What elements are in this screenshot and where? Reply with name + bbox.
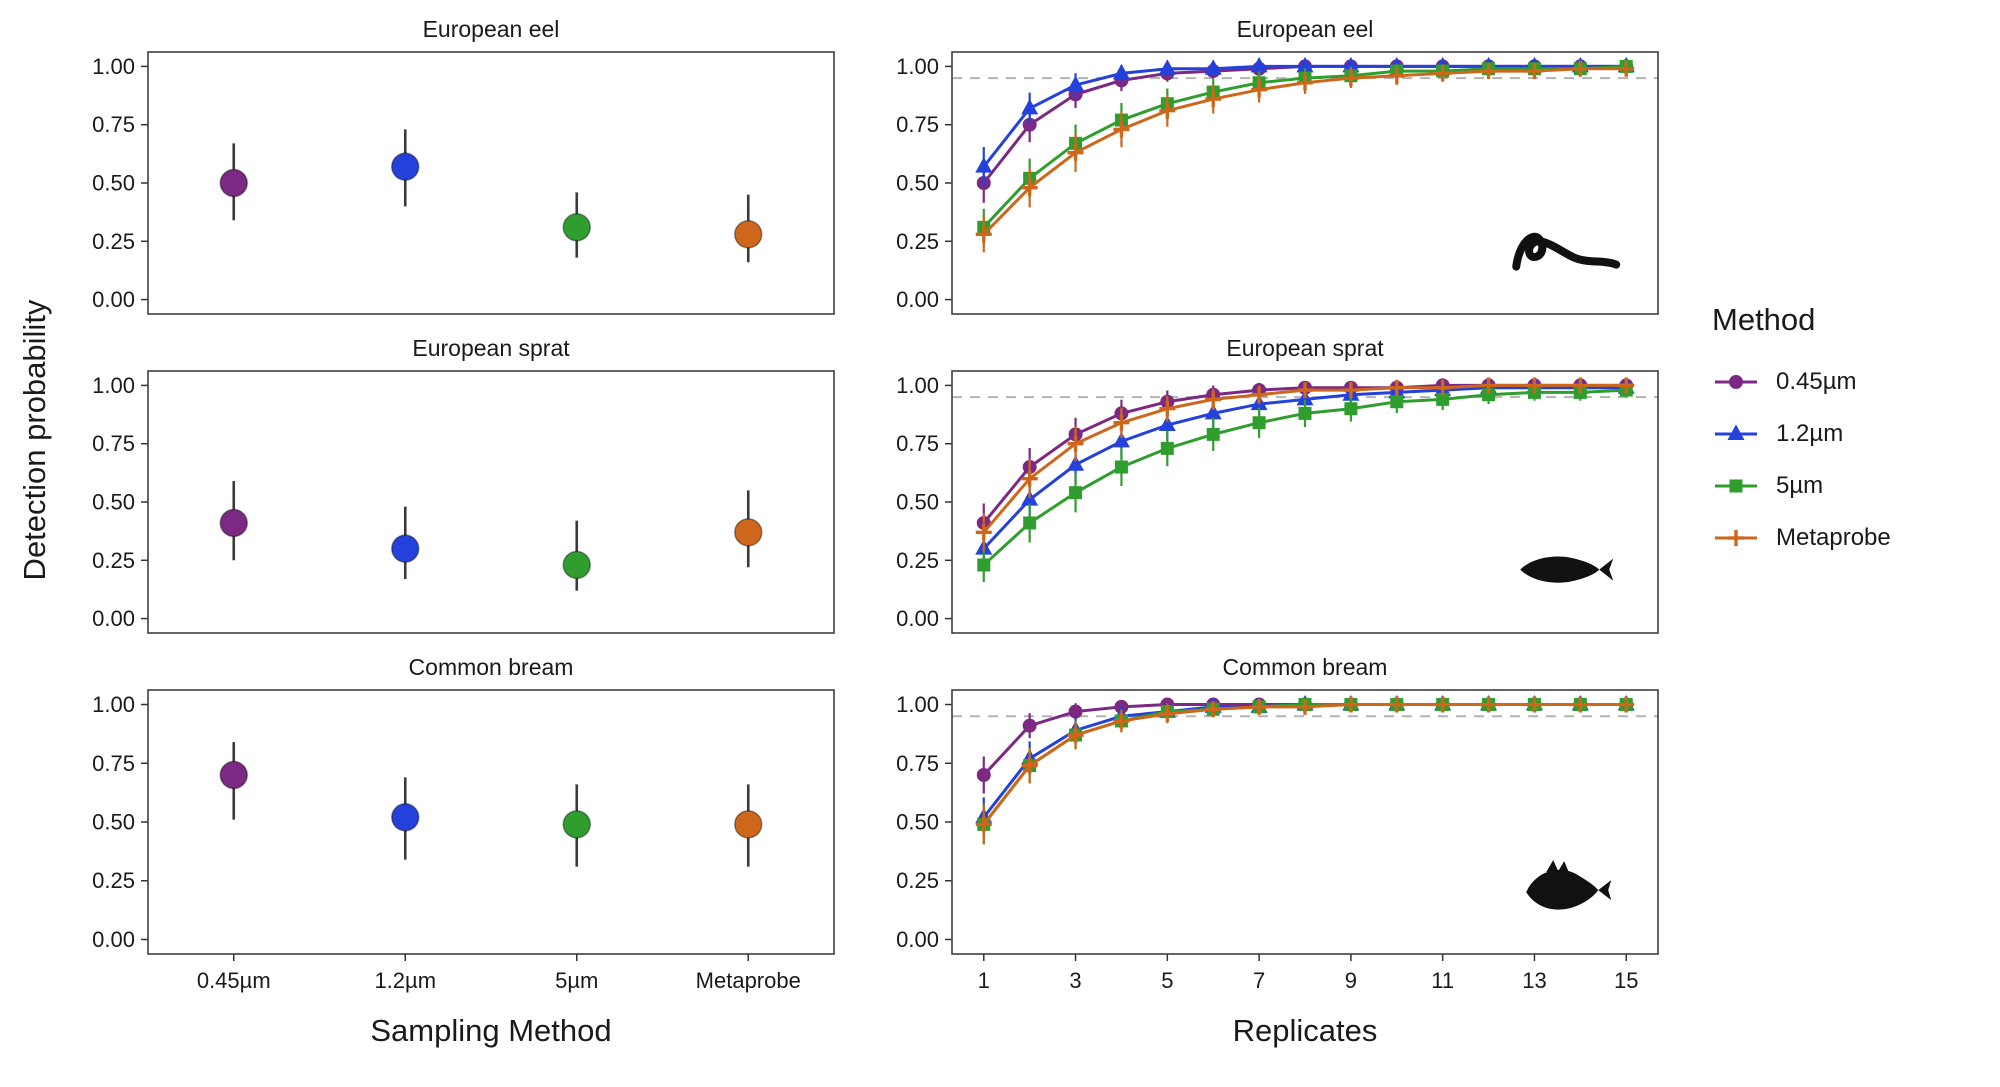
figure: Detection probability European eel 0.00 0.… [12,10,2000,1049]
svg-text:Common bream: Common bream [409,654,574,680]
eel-curves: European eel 0.00 0.25 0.50 0.75 1.00 [896,16,1659,315]
legend-item-metaprobe: Metaprobe [1712,524,2000,552]
svg-text:13: 13 [1522,968,1546,993]
svg-text:7: 7 [1253,968,1265,993]
svg-text:0.45µm: 0.45µm [197,968,271,993]
svg-text:European eel: European eel [1237,16,1374,42]
chart-eel-dotplot: European eel 0.00 0.25 0.50 0.75 1.00 [58,10,848,329]
svg-text:1.00: 1.00 [92,373,135,398]
legend-item-label: 1.2µm [1776,420,1844,447]
svg-text:Common bream: Common bream [1223,654,1388,680]
svg-text:9: 9 [1345,968,1357,993]
svg-text:0.50: 0.50 [896,171,939,196]
eel-dotplot: European eel 0.00 0.25 0.50 0.75 1.00 [92,16,835,315]
svg-text:5µm: 5µm [555,968,598,993]
svg-text:1.00: 1.00 [896,54,939,79]
svg-text:0.25: 0.25 [92,868,135,893]
legend-title: Method [1712,302,1816,337]
legend-item-5um: 5µm [1712,472,2000,500]
legend-item-label: Metaprobe [1776,524,1891,551]
svg-text:0.25: 0.25 [896,548,939,573]
legend-key-triangle-icon [1715,424,1757,440]
svg-text:European sprat: European sprat [1226,335,1384,361]
svg-text:0.50: 0.50 [92,490,135,515]
svg-text:0.00: 0.00 [92,287,135,312]
svg-text:European sprat: European sprat [412,335,570,361]
sprat-dotplot: European sprat 0.00 0.25 0.50 0.75 1.00 [92,335,835,634]
svg-text:0.00: 0.00 [896,606,939,631]
svg-text:15: 15 [1614,968,1638,993]
legend-item-12um: 1.2µm [1712,420,2000,448]
svg-text:1: 1 [978,968,990,993]
svg-text:3: 3 [1069,968,1081,993]
svg-text:5: 5 [1161,968,1173,993]
svg-text:0.75: 0.75 [896,431,939,456]
chart-eel-curves: European eel 0.00 0.25 0.50 0.75 1.00 [862,10,1672,329]
y-axis-title-strip: Detection probability [12,10,58,1049]
svg-text:0.50: 0.50 [92,810,135,835]
svg-text:1.00: 1.00 [92,54,135,79]
svg-text:0.00: 0.00 [92,606,135,631]
svg-text:0.75: 0.75 [92,112,135,137]
svg-text:0.00: 0.00 [92,927,135,952]
accumulation-plots-column: European eel 0.00 0.25 0.50 0.75 1.00 Europea… [862,10,1672,1049]
dot-plots-column: European eel 0.00 0.25 0.50 0.75 1.00 Europea… [58,10,848,1049]
bream-silhouette-icon [1526,860,1612,910]
legend-item-045um: 0.45µm [1712,368,2000,396]
x-axis-title-sampling-method: Sampling Method [370,1013,612,1048]
svg-text:0.25: 0.25 [896,229,939,254]
legend: Method 0.45µm 1.2µm 5µm Metaprobe [1672,302,2000,1049]
svg-text:0.00: 0.00 [896,927,939,952]
legend-item-label: 5µm [1776,472,1824,499]
legend-item-label: 0.45µm [1776,368,1857,395]
bream-dotplot: Common bream 0.00 0.25 0.50 0.75 1.00 0.45µm 1.… [92,654,835,993]
sprat-silhouette-icon [1520,556,1614,583]
chart-sprat-curves: European sprat 0.00 0.25 0.50 0.75 1.00 [862,329,1672,648]
svg-text:Metaprobe: Metaprobe [696,968,801,993]
svg-text:1.2µm: 1.2µm [374,968,436,993]
svg-text:0.25: 0.25 [92,229,135,254]
svg-text:11: 11 [1431,968,1454,993]
svg-text:0.75: 0.75 [896,751,939,776]
svg-text:European eel: European eel [423,16,560,42]
x-axis-title-replicates: Replicates [1232,1013,1378,1048]
chart-bream-curves: Common bream 0.00 0.25 0.50 0.75 1.00 1 3 5 7 9 11 1… [862,648,1672,1009]
eel-silhouette-icon [1512,232,1621,271]
svg-text:0.75: 0.75 [896,112,939,137]
legend-key-square-icon [1715,479,1757,493]
y-axis-title: Detection probability [17,299,52,581]
svg-text:1.00: 1.00 [92,692,135,717]
svg-text:1.00: 1.00 [896,692,939,717]
svg-text:0.50: 0.50 [896,810,939,835]
svg-text:0.50: 0.50 [896,490,939,515]
legend-key-cross-icon [1715,530,1757,546]
legend-key-circle-icon [1715,375,1757,389]
svg-text:0.25: 0.25 [92,548,135,573]
chart-sprat-dotplot: European sprat 0.00 0.25 0.50 0.75 1.00 [58,329,848,648]
sprat-curves: European sprat 0.00 0.25 0.50 0.75 1.00 [896,335,1659,634]
svg-text:1.00: 1.00 [896,373,939,398]
svg-text:0.75: 0.75 [92,431,135,456]
svg-text:0.75: 0.75 [92,751,135,776]
svg-text:0.50: 0.50 [92,171,135,196]
svg-text:0.25: 0.25 [896,868,939,893]
chart-bream-dotplot: Common bream 0.00 0.25 0.50 0.75 1.00 0.45µm 1.… [58,648,848,1009]
svg-text:0.00: 0.00 [896,287,939,312]
